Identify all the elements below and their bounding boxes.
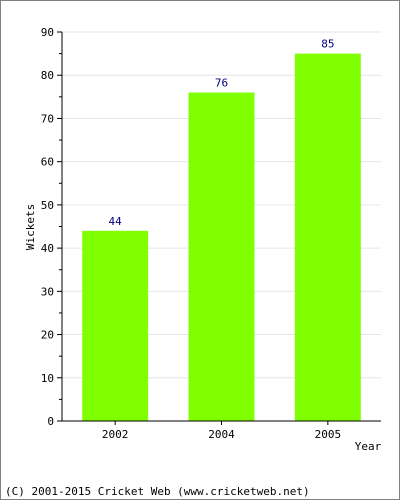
- bars: [82, 53, 361, 421]
- x-tick-label: 2002: [102, 428, 129, 441]
- y-tick-label: 50: [41, 199, 54, 212]
- bar: [188, 92, 255, 421]
- bar: [82, 230, 149, 421]
- copyright-footer: (C) 2001-2015 Cricket Web (www.cricketwe…: [5, 485, 310, 498]
- y-tick-label: 90: [41, 26, 54, 39]
- axes: [57, 31, 381, 425]
- x-tick-label: 2004: [208, 428, 235, 441]
- y-tick-labels: 0 10 20 30 40 50 60 70 80 90: [41, 26, 54, 428]
- y-tick-label: 30: [41, 285, 54, 298]
- y-tick-label: 10: [41, 372, 54, 385]
- y-tick-label: 40: [41, 242, 54, 255]
- data-labels: 44 76 85: [109, 38, 335, 228]
- y-tick-label: 70: [41, 112, 54, 125]
- x-tick-label: 2005: [315, 428, 342, 441]
- y-tick-label: 0: [47, 415, 54, 428]
- bar: [294, 53, 361, 421]
- x-tick-labels: 2002 2004 2005: [102, 428, 341, 441]
- y-tick-label: 60: [41, 156, 54, 169]
- data-label: 76: [215, 77, 228, 90]
- y-axis-title: Wickets: [24, 204, 37, 250]
- y-tick-label: 20: [41, 329, 54, 342]
- data-label: 44: [109, 215, 123, 228]
- data-label: 85: [321, 38, 334, 51]
- x-axis-title: Year: [355, 440, 382, 453]
- y-tick-label: 80: [41, 69, 54, 82]
